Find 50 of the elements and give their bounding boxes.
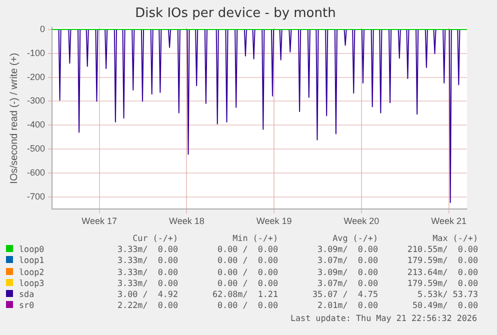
x-tick-label: Week 19 [256, 216, 292, 226]
text: Avg (-/+) [332, 233, 378, 244]
legend-label: loop2 [18, 266, 46, 278]
text: Min (-/+) [232, 233, 278, 244]
y-tick-label: 0 [40, 24, 46, 34]
text: 35.07 / 4.75 [311, 289, 378, 300]
text: 0.00 / 0.00 [216, 266, 278, 278]
x-tick-label: Week 18 [169, 216, 204, 226]
text: 3.07m/ 0.00 [316, 255, 378, 267]
x-tick-label: Week 17 [82, 216, 118, 226]
text: 5.53k/ 53.73 [416, 289, 478, 300]
chart-title: Disk IOs per device - by month [135, 6, 336, 22]
text: 50.49m/ 0.00 [411, 300, 478, 312]
y-tick-label: -600 [27, 167, 46, 178]
y-tick-label: -400 [27, 120, 46, 130]
y-tick-label: -200 [27, 72, 46, 82]
x-tick-label: Week 20 [344, 216, 380, 226]
y-tick-label: -100 [27, 48, 46, 58]
legend-label: sr0 [18, 300, 36, 312]
text: 2.22m/ 0.00 [116, 300, 178, 312]
text: 0.00 / 0.00 [216, 300, 278, 312]
text: 3.00 / 4.92 [116, 289, 178, 300]
text: 3.09m/ 0.00 [316, 244, 378, 256]
text: 3.33m/ 0.00 [116, 266, 178, 278]
text: 3.07m/ 0.00 [316, 278, 378, 290]
text: 179.59m/ 0.00 [406, 278, 478, 290]
text: Cur (-/+) [132, 233, 178, 244]
text: 62.08m/ 1.21 [211, 289, 278, 300]
x-tick-label: Week 21 [431, 216, 466, 226]
text: 3.33m/ 0.00 [116, 255, 178, 267]
text: 0.00 / 0.00 [216, 255, 278, 267]
text: 210.55m/ 0.00 [406, 244, 478, 256]
y-axis-title: IOs/second read (-) / write (+) [8, 52, 20, 184]
legend-label: loop1 [18, 255, 46, 267]
y-tick-label: -700 [27, 191, 46, 202]
text: 3.33m/ 0.00 [116, 278, 178, 290]
y-tick-label: -500 [27, 143, 46, 154]
text: 0.00 / 0.00 [216, 278, 278, 290]
y-tick-label: -300 [27, 96, 46, 106]
text: 3.33m/ 0.00 [116, 244, 178, 256]
text: 213.64m/ 0.00 [406, 266, 478, 278]
text: Last update: Thu May 21 22:56:32 2026 [290, 313, 477, 323]
legend-label: sda [18, 289, 36, 300]
text: 3.09m/ 0.00 [316, 266, 378, 278]
text: 0.00 / 0.00 [216, 244, 278, 256]
text: Max (-/+) [432, 233, 478, 244]
text: 179.59m/ 0.00 [406, 255, 478, 267]
legend-label: loop0 [18, 244, 46, 256]
legend-label: loop3 [18, 278, 46, 290]
text: 2.01m/ 0.00 [316, 300, 378, 312]
